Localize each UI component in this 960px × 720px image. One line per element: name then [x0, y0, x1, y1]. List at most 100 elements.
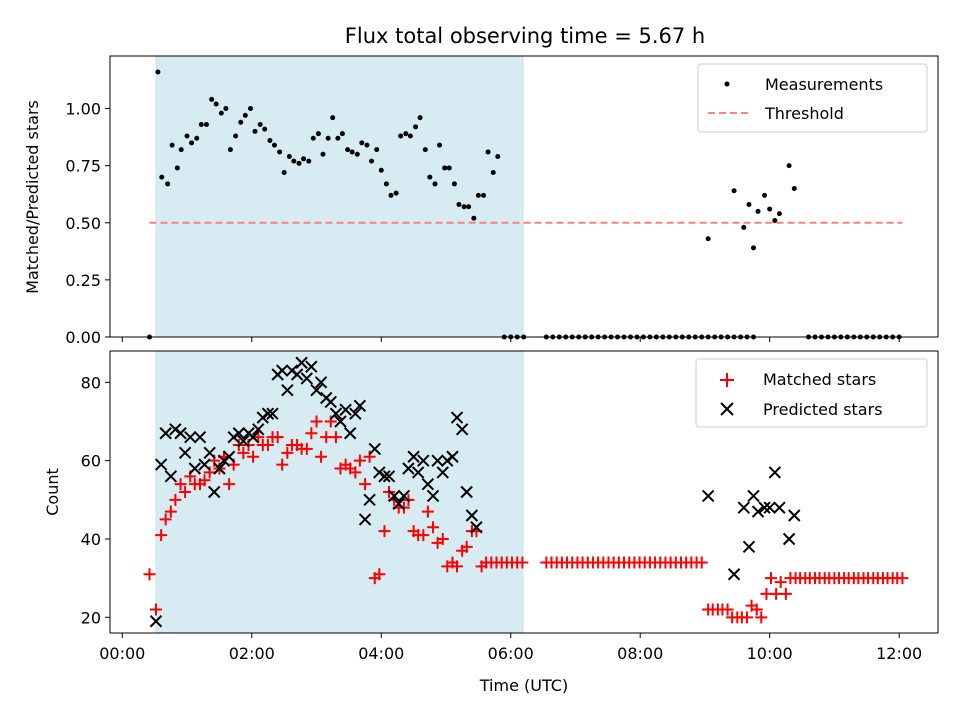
matched-star-point [695, 556, 708, 569]
matched-star-point [149, 603, 162, 616]
predicted-star-point [426, 489, 440, 503]
measurement-point [159, 174, 165, 180]
predicted-star-point [261, 407, 275, 420]
matched-star-point [174, 478, 187, 491]
top-y-tick-label: 0.25 [65, 271, 101, 290]
predicted-star-point [188, 462, 202, 475]
measurement-point [772, 217, 778, 223]
measurement-point [456, 201, 462, 207]
predicted-star-point [159, 427, 172, 440]
x-tick-label: 04:00 [358, 644, 404, 663]
matched-star-point [373, 568, 386, 581]
measurement-point [310, 135, 316, 141]
matched-star-point [764, 572, 777, 585]
matched-star-point [300, 442, 313, 455]
predicted-star-point [411, 466, 425, 479]
predicted-star-point [305, 360, 318, 373]
measurement-point [247, 106, 253, 112]
matched-star-point [353, 454, 366, 467]
predicted-star-point [763, 501, 776, 514]
bottom-y-ticks: 20 40 60 80 [81, 373, 110, 627]
measurement-point [281, 170, 287, 176]
top-y-ticks: 0.00 0.25 0.50 0.75 1.00 [65, 100, 110, 347]
measurement-point [746, 201, 752, 207]
measurement-point [223, 106, 229, 112]
measurement-point [403, 131, 409, 137]
predicted-star-point [193, 430, 207, 444]
bottom-panel: 20 40 60 80 00:00 02:00 04:00 06:00 08:00 10:00 1… [43, 350, 939, 695]
measurement-point [227, 147, 233, 153]
top-y-axis-label: Matched/Predicted stars [23, 100, 42, 294]
top-y-tick-label: 0.00 [65, 328, 101, 347]
measurement-point [364, 142, 370, 148]
matched-star-point [779, 587, 792, 600]
predicted-star-point [149, 615, 163, 628]
measurement-point [750, 245, 756, 251]
predicted-star-point [324, 395, 337, 409]
bottom-legend: Matched stars Predicted stars [695, 358, 928, 428]
measurement-point [257, 122, 263, 128]
predicted-star-point [246, 430, 260, 444]
matched-star-point [741, 611, 754, 624]
matched-star-point [450, 560, 463, 573]
measurement-point [218, 110, 224, 116]
measurement-point [466, 204, 472, 210]
measurement-point [741, 224, 747, 230]
measurement-point [262, 126, 268, 132]
measurement-point [349, 149, 355, 155]
matched-star-point [359, 478, 372, 491]
measurement-point [437, 142, 443, 148]
measurement-point [481, 192, 487, 198]
measurement-point [442, 165, 448, 171]
measurement-point [306, 158, 312, 164]
predicted-star-point [314, 376, 328, 389]
predicted-star-point [208, 485, 221, 499]
measurement-point [169, 142, 175, 148]
bottom-y-axis-label: Count [43, 468, 62, 516]
measurement-point [296, 160, 302, 166]
measurement-point [242, 112, 248, 118]
predicted-star-point [747, 489, 760, 503]
matched-star-point [460, 540, 473, 553]
predicted-star-point [339, 403, 352, 416]
predicted-star-point [349, 407, 362, 420]
matched-star-point [896, 572, 909, 585]
predicted-star-point [421, 477, 435, 491]
x-tick-label: 02:00 [229, 644, 275, 663]
predicted-star-point [465, 509, 479, 522]
matched-star-points [143, 415, 909, 624]
measurement-point [495, 154, 501, 160]
predicted-star-point [329, 407, 343, 420]
legend-measurements-label: Measurements [765, 75, 883, 94]
matched-star-point [237, 446, 250, 459]
measurement-point [413, 124, 419, 130]
bottom-x-ticks: 00:00 02:00 04:00 06:00 08:00 10:00 12:00 [99, 633, 922, 663]
predicted-star-point [387, 489, 401, 503]
matched-star-point [305, 427, 318, 440]
predicted-star-points [149, 356, 801, 628]
predicted-star-point [397, 489, 411, 503]
predicted-star-point [382, 470, 396, 483]
measurement-point [731, 188, 737, 194]
predicted-star-point [300, 372, 314, 385]
matched-star-point [159, 513, 172, 526]
matched-star-point [169, 493, 182, 506]
matched-star-point [155, 529, 168, 542]
predicted-star-point [455, 423, 469, 436]
measurement-point [359, 140, 365, 146]
bottom-y-tick-label: 20 [81, 608, 101, 627]
predicted-star-point [363, 493, 376, 507]
measurement-point [233, 133, 239, 139]
matched-star-point [417, 529, 430, 542]
measurement-point [178, 147, 184, 153]
measurement-point [475, 192, 481, 198]
top-y-tick-label: 0.75 [65, 157, 101, 176]
predicted-star-point [446, 450, 459, 463]
legend-predicted-label: Predicted stars [763, 400, 883, 419]
measurement-point [155, 69, 161, 75]
predicted-star-point [290, 368, 304, 381]
legend-measurements-marker [724, 81, 730, 87]
bottom-legend-frame [695, 358, 928, 428]
predicted-star-point [417, 454, 430, 467]
x-tick-label: 08:00 [617, 644, 663, 663]
